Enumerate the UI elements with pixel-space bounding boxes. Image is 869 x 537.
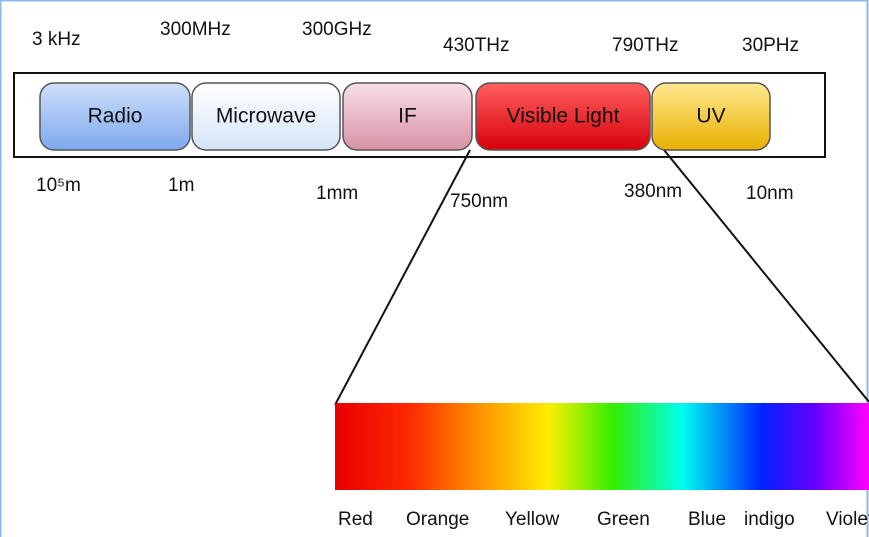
color-label: indigo	[744, 509, 795, 530]
color-label: Violet	[826, 509, 869, 530]
frequency-label: 300GHz	[302, 19, 372, 40]
wavelength-label: 10⁵m	[36, 175, 81, 196]
wavelength-label: 1m	[168, 175, 194, 196]
color-label: Green	[597, 509, 650, 530]
band-label: Visible Light	[507, 105, 620, 128]
color-label: Yellow	[505, 509, 560, 530]
zoom-line	[334, 149, 471, 406]
color-label: Red	[338, 509, 373, 530]
frequency-label: 790THz	[612, 35, 679, 56]
wavelength-label: 10nm	[746, 183, 794, 204]
wavelength-label: 1mm	[316, 183, 358, 204]
band	[191, 82, 341, 151]
band	[39, 82, 191, 151]
color-label: Orange	[406, 509, 469, 530]
visible-spectrum	[335, 403, 869, 490]
band	[475, 82, 651, 151]
band	[651, 82, 771, 151]
band-label: Radio	[88, 105, 143, 128]
wavelength-label: 380nm	[624, 181, 682, 202]
band-label: UV	[696, 105, 725, 128]
zoom-line	[659, 144, 869, 403]
band	[342, 82, 473, 151]
color-label: Blue	[688, 509, 726, 530]
frequency-label: 300MHz	[160, 19, 231, 40]
band-label: IF	[398, 105, 417, 128]
wavelength-label: 750nm	[450, 191, 508, 212]
band-label: Microwave	[216, 105, 316, 128]
frequency-label: 430THz	[443, 35, 510, 56]
frequency-label: 3 kHz	[32, 29, 81, 50]
frequency-label: 30PHz	[742, 35, 799, 56]
